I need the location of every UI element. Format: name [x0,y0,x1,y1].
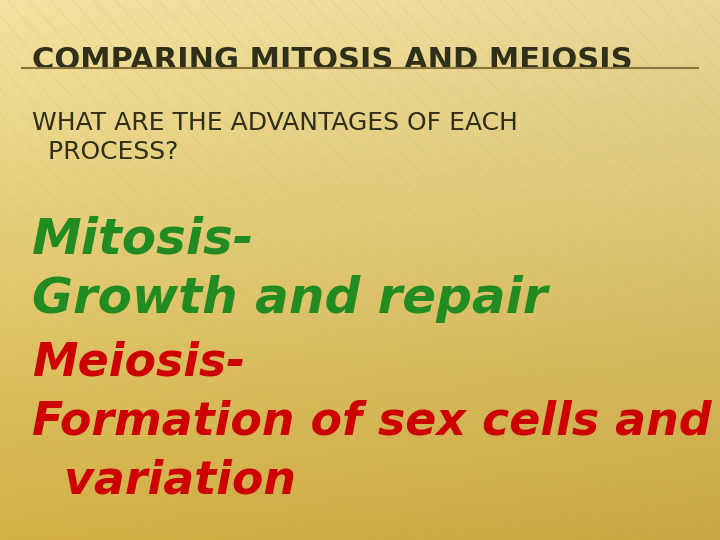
Text: Growth and repair: Growth and repair [32,275,548,323]
Text: WHAT ARE THE ADVANTAGES OF EACH
  PROCESS?: WHAT ARE THE ADVANTAGES OF EACH PROCESS? [32,111,518,164]
Text: Mitosis-: Mitosis- [32,216,255,264]
Text: variation: variation [32,459,297,504]
Text: Meiosis-: Meiosis- [32,340,246,385]
Text: Formation of sex cells and genetic: Formation of sex cells and genetic [32,400,720,444]
Text: COMPARING MITOSIS AND MEIOSIS: COMPARING MITOSIS AND MEIOSIS [32,46,633,75]
